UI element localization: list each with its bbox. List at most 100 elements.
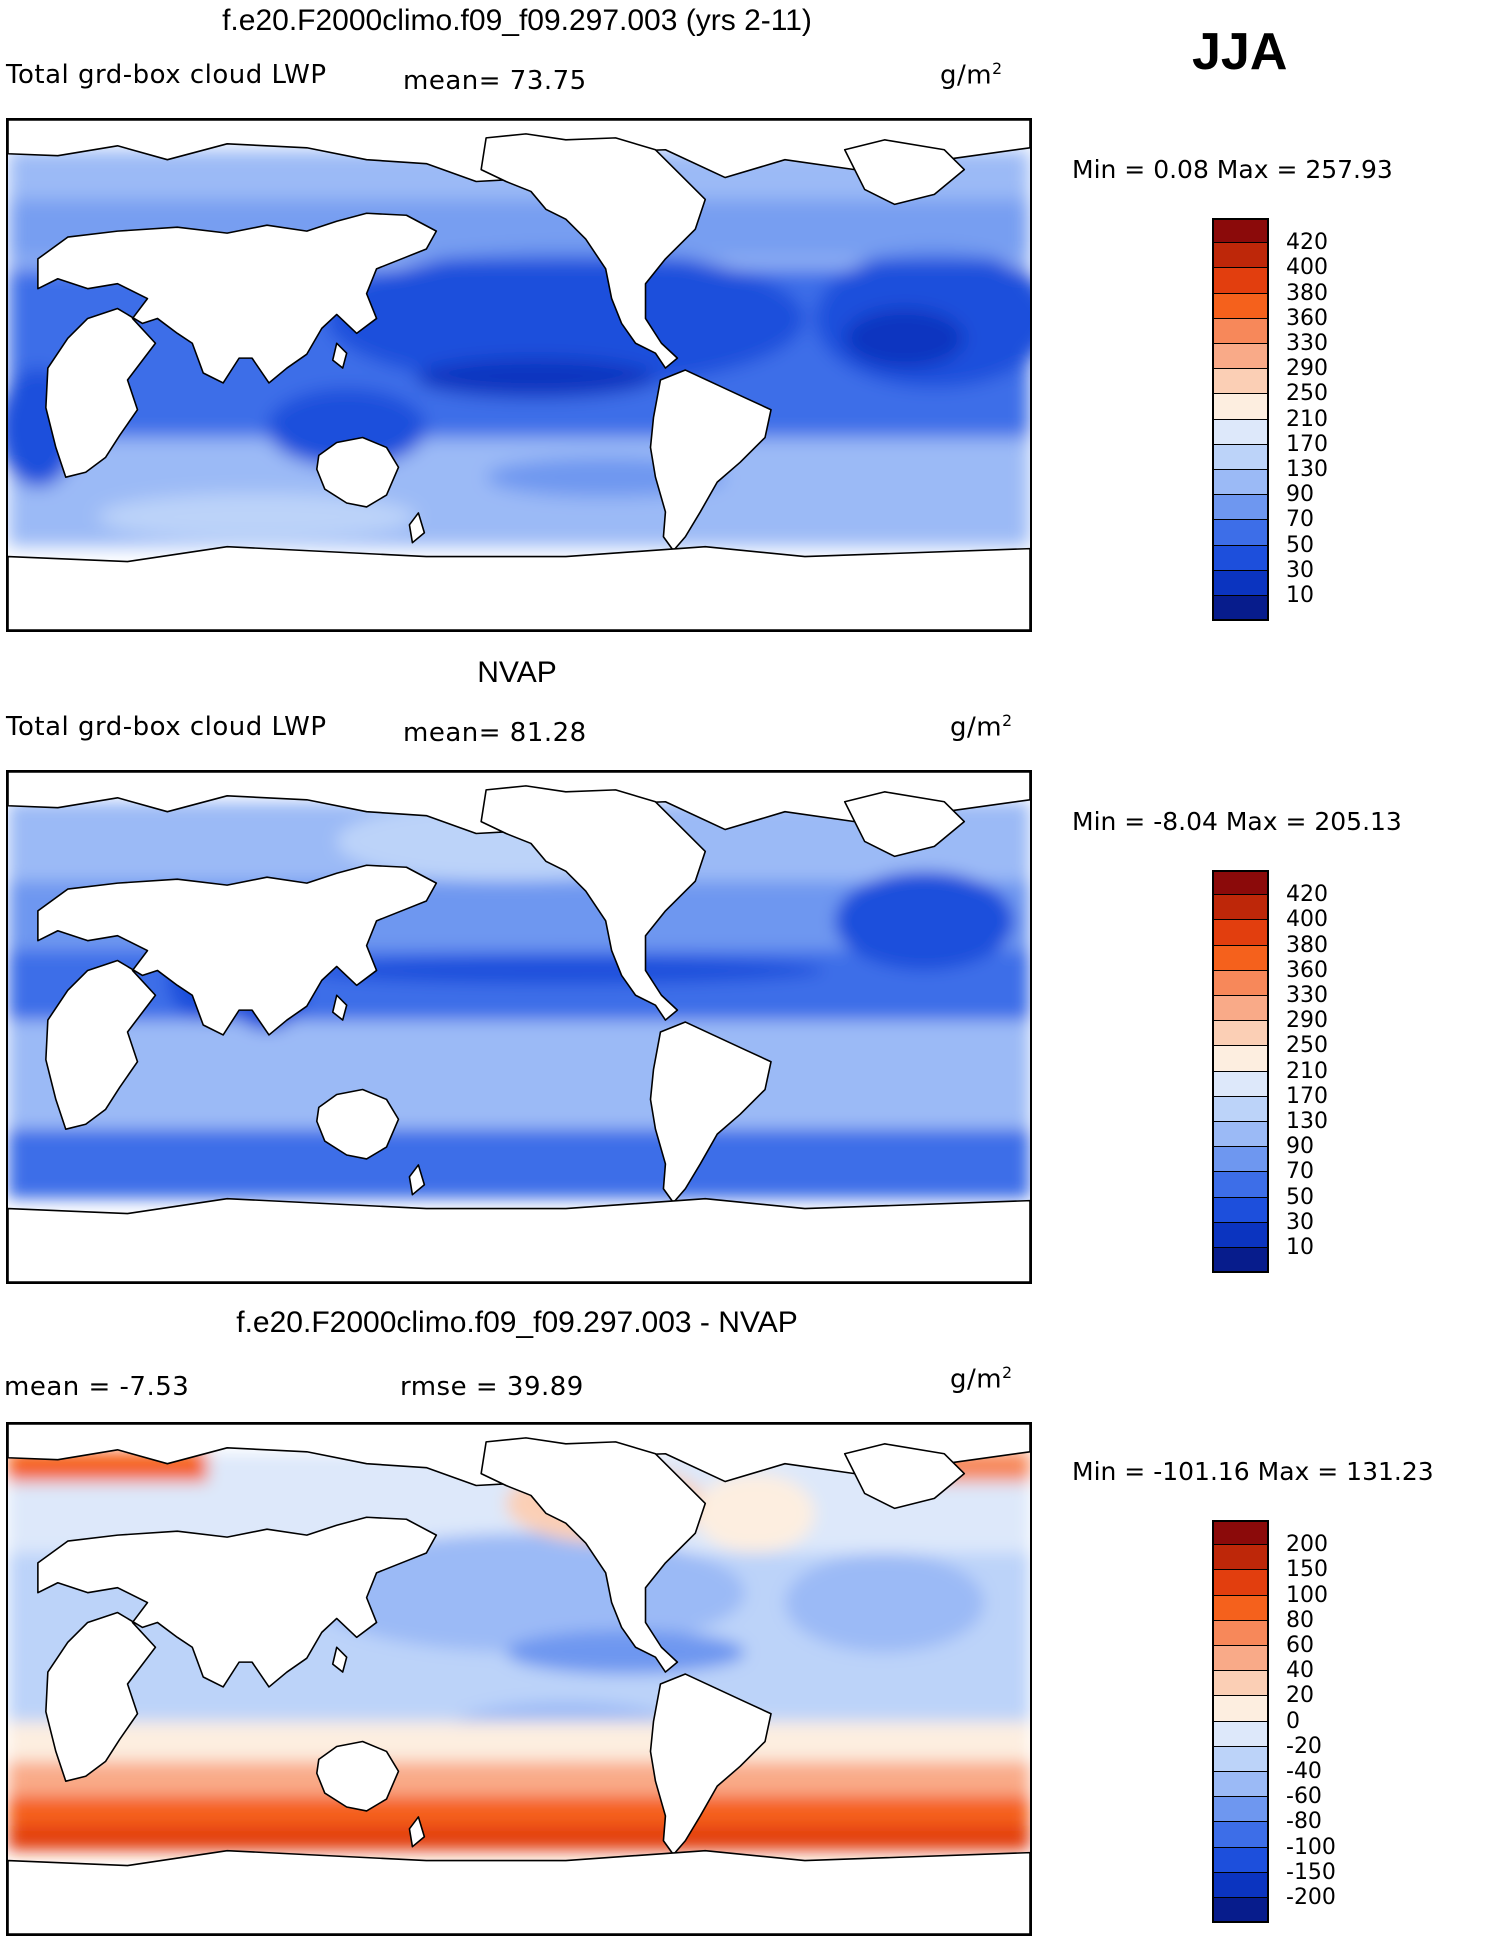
colorbar-label: -150 [1286,1859,1336,1885]
panel-1-mean: mean= 73.75 [403,66,587,96]
panel-3-units: g/m2 [950,1364,1013,1395]
colorbar-label: 40 [1286,1658,1314,1684]
colorbar-swatch [1212,1847,1269,1873]
colorbar-label: 10 [1286,1235,1314,1260]
colorbar-label: 290 [1286,1008,1328,1034]
panel-1-map [6,118,1032,632]
panel-2-ocean-field [8,801,1030,1199]
panel-1-ocean-field [8,149,1030,547]
colorbar-swatch [1212,996,1269,1022]
colorbar-label: 400 [1286,907,1328,933]
colorbar-label: 210 [1286,1058,1328,1084]
colorbar-swatch [1212,1595,1269,1621]
panel-1-variable: Total grd-box cloud LWP [6,60,327,90]
colorbar-label: 170 [1286,1083,1328,1109]
panel-1-units: g/m2 [940,60,1003,91]
colorbar-swatch [1212,1520,1269,1546]
panel-2-mean: mean= 81.28 [403,718,587,748]
colorbar-swatch [1212,1696,1269,1722]
colorbar-swatch [1212,570,1269,596]
colorbar-label: 50 [1286,1184,1314,1210]
colorbar-label: 360 [1286,305,1328,331]
colorbar-label: -80 [1286,1809,1322,1835]
colorbar-swatch [1212,369,1269,395]
colorbar-swatch [1212,1172,1269,1198]
colorbar-swatch [1212,1096,1269,1122]
colorbar-swatch [1212,1197,1269,1223]
colorbar-label: 290 [1286,356,1328,382]
colorbar-label: 20 [1286,1683,1314,1709]
colorbar-label: 330 [1286,331,1328,356]
colorbar-label: -100 [1286,1834,1336,1860]
colorbar-swatch [1212,596,1269,622]
colorbar-swatch [1212,243,1269,269]
panel-3-rmse: rmse = 39.89 [400,1372,584,1402]
colorbar-label: 380 [1286,932,1328,958]
colorbar-swatch [1212,1671,1269,1697]
colorbar-swatch [1212,1021,1269,1047]
colorbar-label: 80 [1286,1607,1314,1633]
colorbar-swatch [1212,1122,1269,1148]
panel-2-units: g/m2 [950,712,1013,743]
colorbar-swatch [1212,1248,1269,1274]
colorbar-frame [1212,218,1269,622]
colorbar-swatch [1212,1822,1269,1848]
colorbar-label: -20 [1286,1733,1322,1759]
colorbar-swatch [1212,1872,1269,1898]
colorbar-label: -40 [1286,1759,1322,1784]
colorbar-label: 10 [1286,583,1314,608]
colorbar-frame [1212,870,1269,1274]
panel-3-ocean-field [8,1451,1030,1851]
colorbar-swatch [1212,1071,1269,1097]
panel-3-title: f.e20.F2000climo.f09_f09.297.003 - NVAP [236,1306,798,1339]
colorbar-swatch [1212,1772,1269,1798]
colorbar-swatch [1212,419,1269,445]
colorbar-swatch [1212,1620,1269,1646]
colorbar-swatch [1212,470,1269,496]
colorbar-label: 50 [1286,532,1314,558]
colorbar-label: -60 [1286,1784,1322,1810]
colorbar-label: 30 [1286,1209,1314,1235]
colorbar-swatch [1212,495,1269,521]
colorbar-swatch [1212,870,1269,896]
panel-1-landmass [8,120,1030,630]
colorbar-label: 0 [1286,1708,1300,1734]
colorbar-label: 30 [1286,557,1314,583]
colorbar-swatch [1212,1570,1269,1596]
colorbar-swatch [1212,1046,1269,1072]
colorbar-swatch [1212,945,1269,971]
colorbar-swatch [1212,545,1269,571]
colorbar-swatch [1212,218,1269,244]
panel-2-map [6,770,1032,1284]
colorbar-swatch [1212,1721,1269,1747]
panel-2-title: NVAP [477,656,557,689]
colorbar-label: 130 [1286,1109,1328,1134]
colorbar-label: 420 [1286,882,1328,908]
colorbar-swatch [1212,520,1269,546]
colorbar-swatch [1212,970,1269,996]
colorbar-label: -200 [1286,1885,1336,1910]
colorbar-swatch [1212,1646,1269,1672]
colorbar-label: 380 [1286,280,1328,306]
colorbar-label: 100 [1286,1582,1328,1608]
colorbar-swatch [1212,318,1269,344]
panel-1-minmax: Min = 0.08 Max = 257.93 [1072,155,1393,184]
colorbar-label: 90 [1286,482,1314,508]
colorbar-swatch [1212,1545,1269,1571]
colorbar-label: 250 [1286,1033,1328,1059]
colorbar-swatch [1212,1222,1269,1248]
colorbar-label: 400 [1286,255,1328,281]
colorbar-swatch [1212,394,1269,420]
colorbar-label: 150 [1286,1557,1328,1583]
colorbar-label: 170 [1286,431,1328,457]
colorbar-label: 200 [1286,1532,1328,1558]
panel-3-landmass [8,1424,1030,1934]
colorbar-label: 70 [1286,507,1314,533]
colorbar-label: 210 [1286,406,1328,432]
panel-3-map [6,1422,1032,1936]
colorbar-label: 60 [1286,1633,1314,1658]
colorbar-label: 330 [1286,983,1328,1008]
colorbar-swatch [1212,895,1269,921]
panel-1-title: f.e20.F2000climo.f09_f09.297.003 (yrs 2-… [222,4,812,37]
colorbar-label: 70 [1286,1159,1314,1185]
